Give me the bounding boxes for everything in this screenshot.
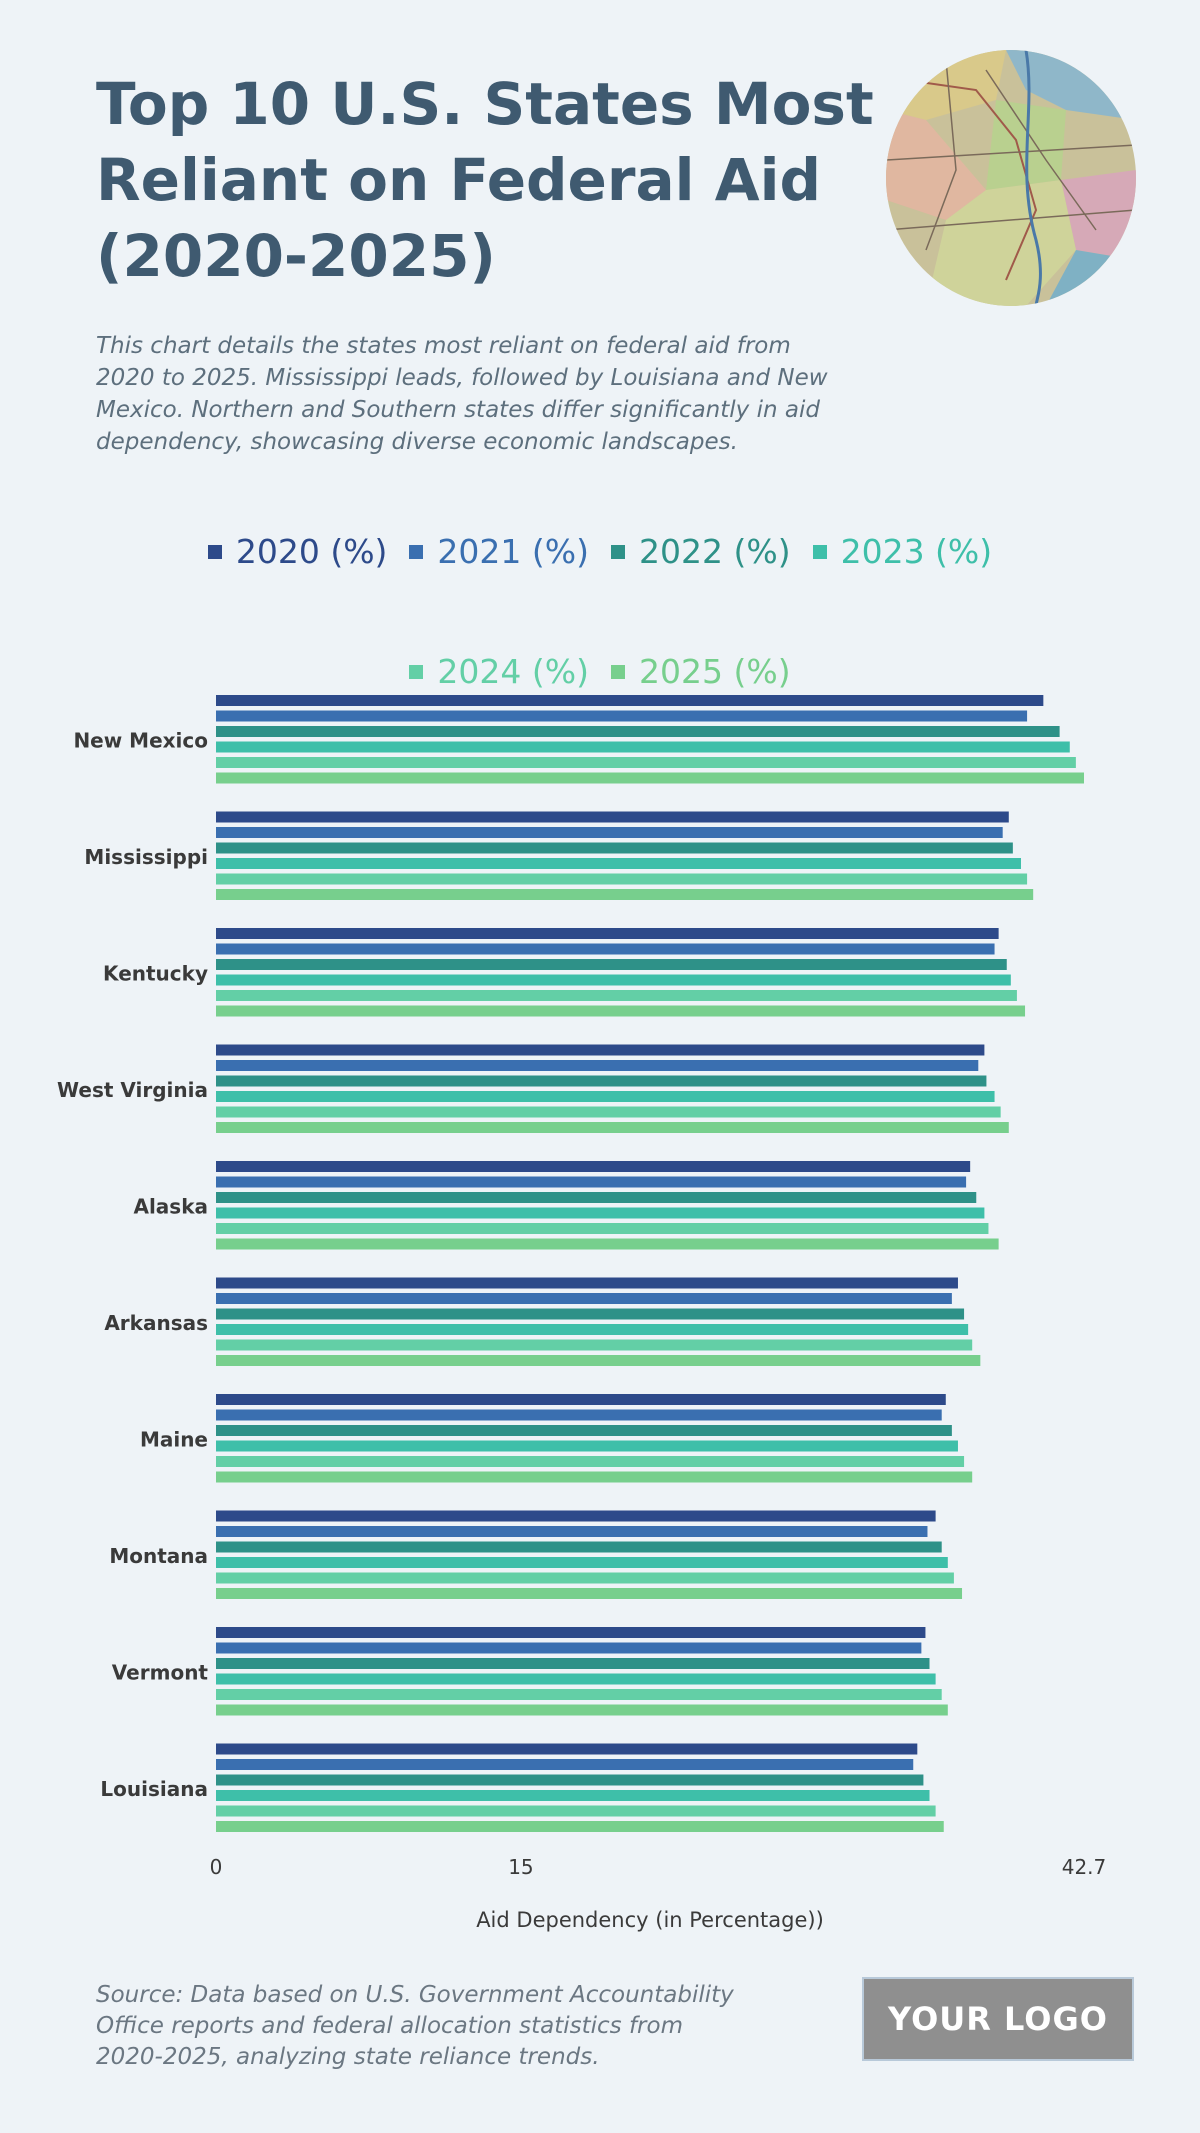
bar: [216, 959, 1007, 970]
legend-swatch: [409, 665, 424, 679]
bar: [216, 1541, 942, 1553]
category-label: Alaska: [133, 1194, 208, 1218]
legend-item: 2024 (%): [409, 650, 589, 694]
bar: [216, 1790, 930, 1801]
bar: [216, 1456, 965, 1467]
legend-label: 2023 (%): [840, 532, 993, 571]
bar: [216, 1425, 952, 1436]
bar: [216, 889, 1034, 900]
bar: [216, 990, 1017, 1001]
bar: [216, 741, 1070, 753]
legend-label: 2022 (%): [639, 532, 791, 571]
bar: [216, 757, 1076, 768]
legend-swatch: [409, 545, 424, 559]
chart-title: Top 10 U.S. States Most Reliant on Feder…: [96, 70, 874, 290]
logo-placeholder: YOUR LOGO: [862, 1977, 1134, 2061]
bar: [216, 695, 1044, 706]
bar: [216, 1471, 973, 1483]
bar: [216, 772, 1084, 784]
bar: [216, 1122, 1009, 1133]
category-label: Mississippi: [84, 845, 208, 869]
bar: [216, 1774, 924, 1786]
bar: [216, 1223, 989, 1234]
category-label: New Mexico: [73, 728, 208, 752]
bar: [216, 1075, 987, 1087]
bar: [216, 1743, 918, 1755]
bar: [216, 1005, 1026, 1017]
legend-item: 2022 (%): [611, 530, 791, 574]
bar: [216, 928, 999, 939]
bar: [216, 710, 1028, 722]
bar: [216, 1308, 965, 1320]
bar: [216, 1642, 922, 1654]
bar: [216, 1044, 985, 1056]
bar: [216, 1658, 930, 1669]
legend-label: 2025 (%): [639, 652, 791, 691]
bar: [216, 1821, 944, 1832]
category-label: Maine: [140, 1427, 208, 1451]
category-label: Arkansas: [104, 1311, 208, 1335]
chart-plot-area: New Mexico Mississippi Kentucky West Virgin…: [57, 695, 1107, 1879]
bar: [216, 1526, 928, 1537]
bar: [216, 827, 1003, 838]
bar: [216, 943, 995, 955]
legend-label: 2024 (%): [437, 652, 589, 691]
bar: [216, 1557, 948, 1568]
bar: [216, 1689, 942, 1700]
category-label: Vermont: [112, 1660, 209, 1684]
bar: [216, 1060, 979, 1071]
legend-swatch: [207, 545, 222, 559]
bar: [216, 1409, 942, 1421]
source-note: Source: Data based on U.S. Government Ac…: [96, 1982, 734, 2070]
category-label: Kentucky: [103, 961, 208, 985]
legend-item: 2020 (%): [207, 530, 388, 574]
bar: [216, 1207, 985, 1219]
bar: [216, 1324, 969, 1335]
bar: [216, 1293, 952, 1304]
legend-label: 2020 (%): [235, 532, 388, 571]
bar: [216, 1572, 954, 1584]
bar: [216, 811, 1009, 823]
legend-label: 2021 (%): [437, 532, 589, 571]
bar: [216, 1238, 999, 1250]
category-label: Louisiana: [100, 1777, 208, 1801]
bar: [216, 1355, 981, 1366]
x-axis-title: Aid Dependency (in Percentage)): [476, 1908, 824, 1932]
bar: [216, 1759, 914, 1770]
chart-subtitle: This chart details the states most relia…: [96, 333, 828, 455]
bar: [216, 1277, 958, 1289]
x-tick-label: 15: [508, 1855, 533, 1879]
bar: [216, 1673, 936, 1685]
bar: [216, 1106, 1001, 1118]
bar: [216, 842, 1013, 854]
legend-item: 2025 (%): [611, 650, 791, 694]
bar: [216, 1510, 936, 1522]
legend-item: 2021 (%): [409, 530, 589, 574]
bar: [216, 1588, 963, 1599]
bar: [216, 1394, 946, 1405]
bar: [216, 1440, 958, 1452]
chart-legend: 2020 (%) 2021 (%) 2022 (%) 2023 (%) 2024 (%)…: [150, 530, 1050, 694]
bar: [216, 1161, 971, 1172]
bar: [216, 1192, 977, 1203]
bar: [216, 858, 1021, 869]
bar: [216, 1091, 995, 1102]
legend-item: 2023 (%): [812, 530, 993, 574]
legend-swatch: [611, 665, 625, 679]
legend-swatch: [611, 545, 625, 559]
bar: [216, 873, 1028, 885]
x-tick-label: 0: [210, 1855, 223, 1879]
bar: [216, 974, 1011, 986]
category-label: Montana: [109, 1544, 208, 1568]
bar: [216, 726, 1060, 737]
bar: [216, 1339, 973, 1351]
category-label: West Virginia: [57, 1078, 208, 1102]
legend-swatch: [812, 545, 827, 559]
x-tick-label: 42.7: [1062, 1855, 1107, 1879]
us-map-image: [886, 50, 1136, 306]
bar: [216, 1627, 926, 1638]
bar: [216, 1704, 948, 1716]
bar: [216, 1176, 967, 1188]
bar: [216, 1805, 936, 1817]
